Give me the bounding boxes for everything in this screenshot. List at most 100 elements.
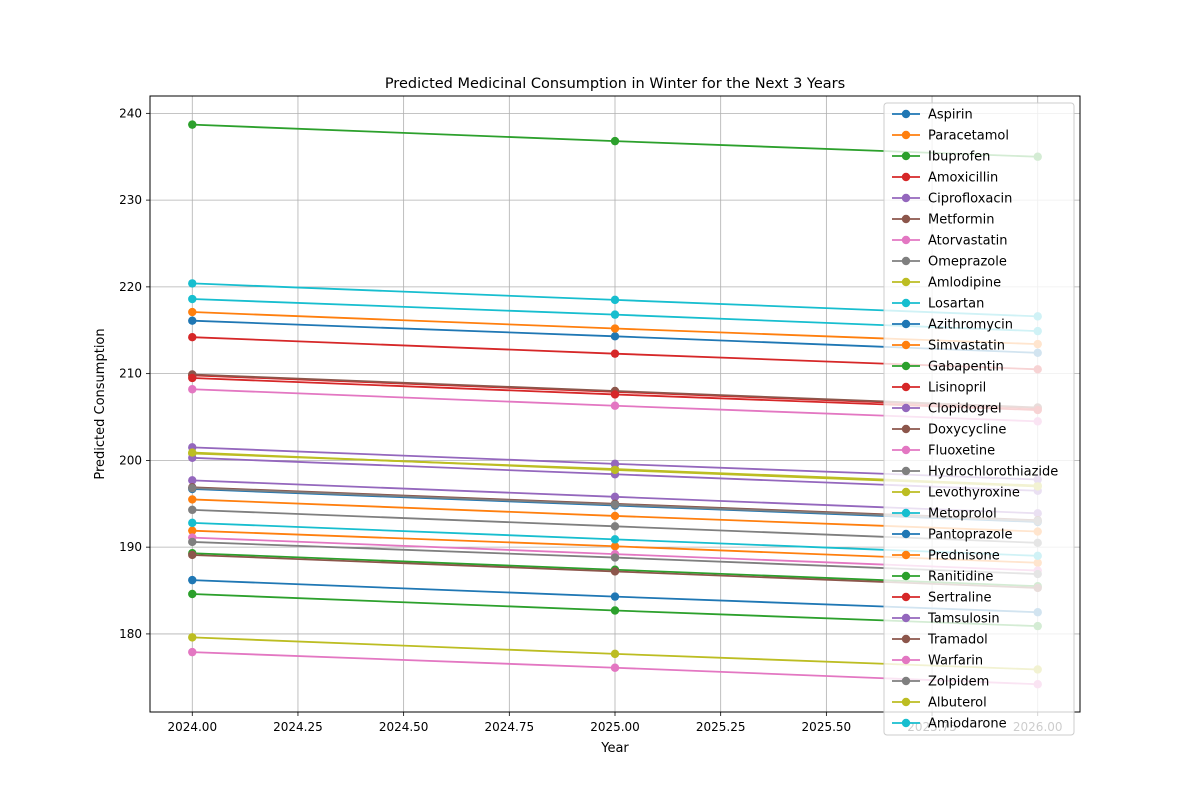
legend-label: Amiodarone (928, 717, 1007, 732)
legend-item: Simvastatin (892, 339, 1005, 354)
data-point (188, 120, 197, 129)
legend-marker (901, 718, 911, 728)
legend-item: Doxycycline (892, 423, 1006, 438)
legend-label: Tramadol (927, 633, 988, 648)
legend-label: Albuterol (928, 696, 987, 711)
data-point (188, 495, 197, 504)
legend-marker (901, 109, 911, 119)
legend-marker (901, 214, 911, 224)
y-axis-label: Predicted Consumption (93, 328, 108, 479)
legend-marker (901, 697, 911, 707)
legend-label: Metformin (928, 213, 994, 228)
data-point (188, 589, 197, 599)
legend-item: Metoprolol (892, 507, 997, 522)
legend-label: Atorvastatin (928, 234, 1008, 249)
legend-item: Clopidogrel (892, 402, 1002, 417)
legend-label: Ranitidine (928, 570, 993, 585)
legend-marker (901, 151, 911, 161)
data-point (610, 522, 620, 531)
legend-label: Zolpidem (928, 675, 989, 690)
chart-title: Predicted Medicinal Consumption in Winte… (385, 76, 845, 92)
legend-label: Prednisone (928, 549, 1000, 564)
x-axis-label: Year (600, 741, 629, 756)
legend-item: Lisinopril (892, 381, 986, 396)
data-point (610, 492, 620, 502)
legend-item: Prednisone (892, 549, 1000, 564)
legend-item: Ciprofloxacin (892, 192, 1012, 207)
data-point (188, 316, 197, 325)
legend-item: Zolpidem (892, 675, 989, 690)
legend-marker (901, 172, 911, 182)
x-tick-label: 2024.00 (167, 720, 217, 734)
legend-label: Fluoxetine (928, 444, 995, 459)
legend-item: Metformin (892, 213, 994, 228)
data-point (610, 606, 620, 615)
legend-item: Gabapentin (892, 360, 1004, 375)
legend-item: Warfarin (892, 654, 983, 669)
legend-item: Amlodipine (892, 276, 1001, 291)
data-point (610, 535, 620, 544)
data-point (610, 310, 620, 319)
y-tick-label: 180 (119, 627, 142, 641)
data-point (610, 401, 620, 410)
data-point (610, 649, 620, 659)
x-tick-label: 2025.25 (696, 720, 746, 734)
data-point (610, 592, 620, 601)
legend-label: Ciprofloxacin (928, 192, 1012, 207)
data-point (188, 332, 197, 342)
legend-marker (901, 571, 911, 581)
legend-marker (901, 466, 911, 476)
y-tick-label: 200 (119, 453, 142, 467)
legend-label: Paracetamol (928, 129, 1009, 144)
legend-item: Atorvastatin (892, 234, 1008, 249)
legend-item: Ranitidine (892, 570, 993, 585)
y-tick-label: 190 (119, 540, 142, 554)
y-tick-label: 210 (119, 367, 142, 381)
legend-marker (901, 340, 911, 350)
legend-marker (901, 424, 911, 434)
y-tick-label: 240 (119, 106, 142, 120)
legend-item: Losartan (892, 297, 984, 312)
legend-label: Warfarin (928, 654, 983, 669)
data-point (188, 518, 197, 528)
legend-marker (901, 676, 911, 686)
legend-item: Amoxicillin (892, 171, 998, 186)
data-point (610, 542, 620, 551)
legend-marker (901, 550, 911, 560)
data-point (188, 483, 197, 493)
data-point (610, 553, 620, 562)
legend-marker (901, 529, 911, 539)
x-tick-label: 2025.50 (802, 720, 852, 734)
data-point (610, 663, 620, 672)
legend-label: Doxycycline (928, 423, 1006, 438)
legend-marker (901, 445, 911, 455)
x-tick-label: 2024.75 (485, 720, 535, 734)
legend-marker (901, 235, 911, 245)
legend-marker (901, 130, 911, 140)
legend-label: Omeprazole (928, 255, 1007, 270)
data-point (188, 537, 197, 547)
legend-item: Paracetamol (892, 129, 1009, 144)
legend-marker (901, 403, 911, 413)
data-point (610, 295, 620, 305)
data-point (188, 385, 197, 394)
legend-label: Tamsulosin (927, 612, 1000, 627)
data-point (188, 575, 197, 585)
legend-label: Pantoprazole (928, 528, 1012, 543)
y-tick-label: 220 (119, 280, 142, 294)
data-point (188, 448, 197, 457)
legend-label: Azithromycin (928, 318, 1013, 333)
legend-item: Pantoprazole (892, 528, 1012, 543)
data-point (188, 505, 197, 515)
legend-box (883, 102, 1075, 736)
data-point (188, 526, 197, 535)
data-point (610, 324, 620, 333)
legend-label: Amoxicillin (928, 171, 998, 186)
legend-label: Simvastatin (928, 339, 1005, 354)
legend-label: Sertraline (928, 591, 991, 606)
legend: Aspirin Paracetamol Ibuprofen Amoxicillin Ci… (883, 102, 1075, 736)
data-point (610, 511, 620, 521)
legend-label: Lisinopril (928, 381, 986, 396)
legend-item: Fluoxetine (892, 444, 995, 459)
